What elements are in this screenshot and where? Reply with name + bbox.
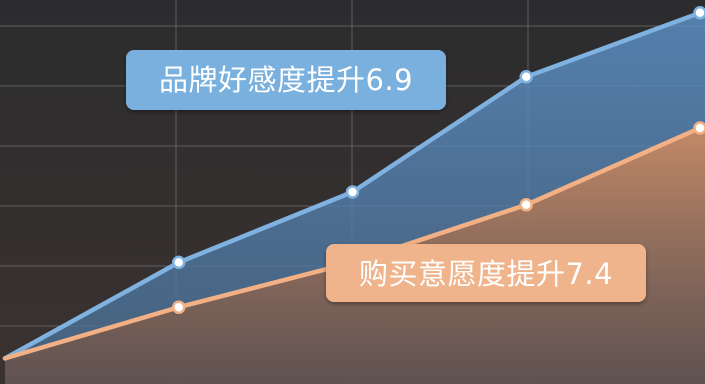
purchase-intent-callout: 购买意愿度提升7.4: [326, 244, 646, 302]
point-series-0-1: [172, 255, 186, 270]
points: [172, 6, 705, 314]
point-series-0-2: [345, 185, 360, 199]
point-series-1-3: [519, 198, 533, 212]
brand-favorability-callout: 品牌好感度提升6.9: [126, 50, 446, 110]
purchase-intent-callout-text: 购买意愿度提升7.4: [359, 257, 613, 291]
point-series-0-3: [519, 70, 533, 84]
point-series-1-1: [172, 300, 186, 314]
point-series-1-4: [693, 121, 705, 135]
brand-favorability-callout-text: 品牌好感度提升6.9: [159, 63, 413, 97]
brand-favorability-callout-box: [126, 50, 446, 110]
point-series-0-4: [693, 6, 705, 20]
purchase-intent-callout-box: [326, 244, 646, 302]
area-series-1: [5, 128, 705, 384]
